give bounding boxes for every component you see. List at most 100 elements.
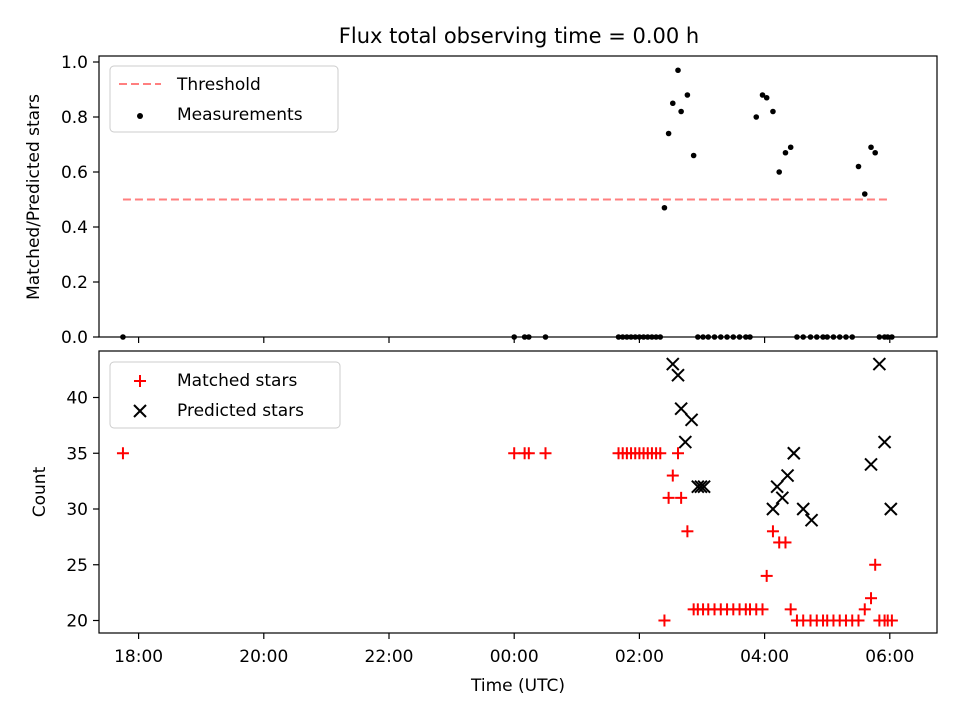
- predicted-star-point: [775, 491, 790, 505]
- y-tick-label-bottom: 20: [66, 612, 88, 632]
- legend-measurement-label: Measurements: [177, 105, 303, 125]
- measurement-point: [759, 92, 766, 98]
- y-tick-label-bottom: 30: [66, 500, 88, 520]
- y-axis-ticks-top: 0.0 0.2 0.4 0.6 0.8 1.0: [61, 53, 99, 348]
- measurement-point: [787, 144, 794, 151]
- y-tick-label-top: 1.0: [61, 53, 88, 73]
- legend-threshold-label: Threshold: [176, 75, 261, 95]
- measurement-point: [770, 108, 776, 115]
- y-axis-ticks-bottom: 20 25 30 35 40: [66, 389, 99, 632]
- predicted-star-point: [674, 401, 688, 416]
- matched-star-point: [662, 491, 675, 504]
- y-axis-label-top: Matched/Predicted stars: [24, 94, 44, 300]
- x-tick-label: 04:00: [740, 647, 789, 667]
- x-axis-label: Time (UTC): [470, 676, 565, 696]
- matched-stars-points: [116, 447, 898, 627]
- predicted-stars-points: [666, 357, 898, 527]
- x-tick-label: 00:00: [490, 647, 539, 667]
- matched-star-point: [658, 614, 671, 627]
- predicted-star-point: [671, 368, 685, 382]
- matched-star-point: [858, 603, 871, 616]
- predicted-star-point: [804, 513, 819, 527]
- legend-bottom: Matched stars Predicted stars: [109, 361, 341, 429]
- x-axis-ticks-top: [138, 337, 891, 343]
- measurement-point: [661, 204, 668, 211]
- matched-star-point: [654, 447, 667, 460]
- y-tick-label-top: 0.8: [61, 108, 88, 128]
- matched-star-point: [869, 558, 882, 571]
- measurement-point: [669, 100, 676, 107]
- matched-star-point: [760, 569, 773, 582]
- predicted-star-point: [694, 479, 708, 494]
- matched-star-point: [672, 447, 685, 460]
- predicted-star-point: [766, 502, 780, 516]
- matched-star-point: [865, 592, 878, 605]
- predicted-star-point: [872, 357, 887, 371]
- matched-star-point: [675, 491, 688, 504]
- predicted-star-point: [787, 446, 801, 460]
- matched-star-point: [666, 469, 679, 482]
- x-tick-label: 06:00: [865, 647, 914, 667]
- legend-box-bottom: [109, 361, 341, 429]
- measurement-point: [868, 144, 874, 151]
- predicted-star-point: [877, 435, 892, 449]
- measurement-point: [763, 94, 770, 101]
- panel-ratio: 0.0 0.2 0.4 0.6 0.8 1.0 Matched/Predicted sta…: [24, 53, 938, 348]
- matched-star-point: [116, 447, 129, 460]
- legend-top: Threshold Measurements: [109, 65, 339, 133]
- y-tick-label-top: 0.2: [61, 273, 88, 293]
- matched-star-point: [508, 447, 521, 460]
- measurement-point: [855, 163, 862, 170]
- predicted-star-point: [884, 502, 898, 516]
- y-tick-label-bottom: 35: [66, 444, 88, 464]
- plot-frame-bottom: [98, 350, 938, 634]
- predicted-star-point: [864, 457, 878, 472]
- matched-star-point: [522, 447, 535, 460]
- y-tick-label-top: 0.0: [61, 328, 88, 348]
- measurement-point: [782, 149, 789, 156]
- measurement-point: [675, 67, 681, 74]
- matched-star-point: [539, 447, 552, 460]
- legend-predicted-label: Predicted stars: [177, 401, 304, 421]
- y-tick-label-top: 0.4: [61, 218, 88, 238]
- x-tick-label: 22:00: [365, 647, 414, 667]
- plot-frame-top: [98, 55, 938, 338]
- matched-star-point: [766, 525, 779, 538]
- y-axis-label-bottom: Count: [30, 466, 50, 517]
- matched-star-point: [681, 525, 694, 538]
- x-tick-label: 18:00: [114, 647, 163, 667]
- legend-predicted-swatch: [133, 404, 147, 418]
- measurement-point: [678, 108, 684, 115]
- measurement-point: [861, 191, 868, 197]
- legend-matched-swatch: [134, 375, 146, 387]
- predicted-star-point: [666, 357, 680, 371]
- x-tick-label: 02:00: [615, 647, 664, 667]
- predicted-star-point: [770, 479, 784, 494]
- measurement-point: [684, 92, 691, 98]
- measurement-point: [690, 152, 697, 159]
- measurement-point: [753, 114, 760, 120]
- predicted-star-point: [691, 479, 705, 494]
- y-tick-label-top: 0.6: [61, 163, 88, 183]
- predicted-star-point: [796, 502, 810, 516]
- y-tick-label-bottom: 25: [66, 556, 88, 576]
- y-tick-label-bottom: 40: [66, 389, 88, 409]
- measurement-points: [120, 67, 895, 340]
- legend-measurement-swatch: [137, 113, 143, 119]
- chart-title: Flux total observing time = 0.00 h: [339, 24, 699, 48]
- measurement-point: [776, 169, 783, 175]
- legend-box-top: [109, 65, 339, 133]
- legend-matched-label: Matched stars: [177, 371, 297, 391]
- matched-star-point: [784, 603, 797, 616]
- measurement-point: [872, 149, 878, 156]
- x-tick-label: 20:00: [239, 647, 288, 667]
- panel-count: 20 25 30 35 40 18:00 20:00 22:00 00:00 02:00 04:0…: [30, 350, 938, 696]
- matched-star-point: [779, 536, 792, 549]
- predicted-star-point: [780, 468, 795, 483]
- predicted-star-point: [678, 435, 693, 449]
- matched-star-point: [885, 614, 898, 627]
- matched-star-point: [756, 603, 769, 616]
- matched-star-point: [852, 614, 865, 627]
- measurement-point: [665, 130, 672, 137]
